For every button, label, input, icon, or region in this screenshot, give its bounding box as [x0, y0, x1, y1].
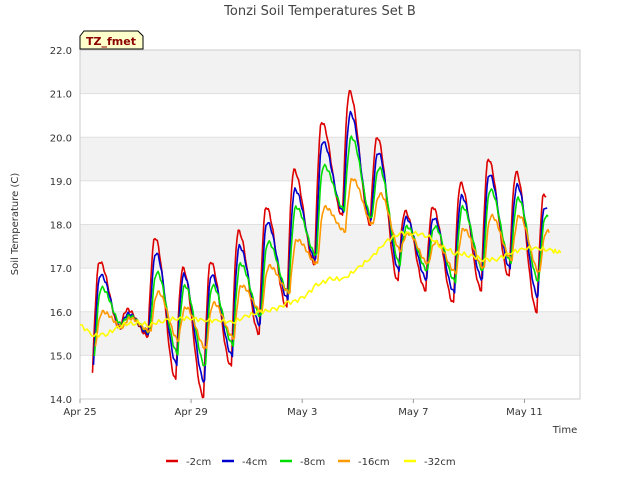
x-tick-label: May 3: [287, 407, 317, 418]
y-tick-label: 21.0: [50, 90, 72, 101]
site-tag-label: TZ_fmet: [86, 35, 136, 48]
legend-label: -8cm: [300, 457, 325, 468]
plot-frame: [79, 49, 581, 400]
y-tick-label: 19.0: [50, 177, 72, 188]
series-line-m8cm: [93, 135, 549, 367]
y-tick-label: 20.0: [50, 133, 72, 144]
x-tick-label: Apr 25: [63, 407, 96, 418]
legend-label: -2cm: [186, 457, 211, 468]
y-tick-label: 18.0: [50, 221, 72, 232]
series-line-m32cm: [79, 230, 562, 338]
legend-label: -4cm: [242, 457, 267, 468]
grid-bands: [80, 50, 580, 356]
y-tick-label: 16.0: [50, 308, 72, 319]
site-tag-box: [79, 30, 144, 50]
x-axis-ticks: Apr 25 Apr 29 May 3 May 7 May 11: [63, 399, 543, 418]
y-tick-label: 15.0: [50, 351, 72, 362]
series-line-m16cm: [94, 177, 550, 350]
chart-title: Tonzi Soil Temperatures Set B: [223, 4, 416, 19]
y-axis-label: Soil Temperature (C): [10, 173, 21, 276]
y-tick-label: 14.0: [50, 395, 72, 406]
y-tick-label: 17.0: [50, 264, 72, 275]
site-tag: TZ_fmet: [79, 30, 144, 50]
y-axis-ticks: 14.0 15.0 16.0 17.0 18.0 19.0 20.0 21.0 22.0: [50, 46, 72, 406]
legend-label: -32cm: [424, 457, 456, 468]
x-tick-label: May 11: [506, 407, 543, 418]
y-tick-label: 22.0: [50, 46, 72, 57]
x-tick-label: May 7: [398, 407, 428, 418]
legend: -2cm -4cm -8cm -16cm -32cm: [166, 457, 456, 468]
grid-band: [80, 50, 580, 94]
series-layer: [79, 89, 562, 399]
legend-label: -16cm: [358, 457, 390, 468]
x-tick-label: Apr 29: [175, 407, 208, 418]
grid-band: [80, 311, 580, 356]
x-axis-label: Time: [552, 425, 577, 436]
